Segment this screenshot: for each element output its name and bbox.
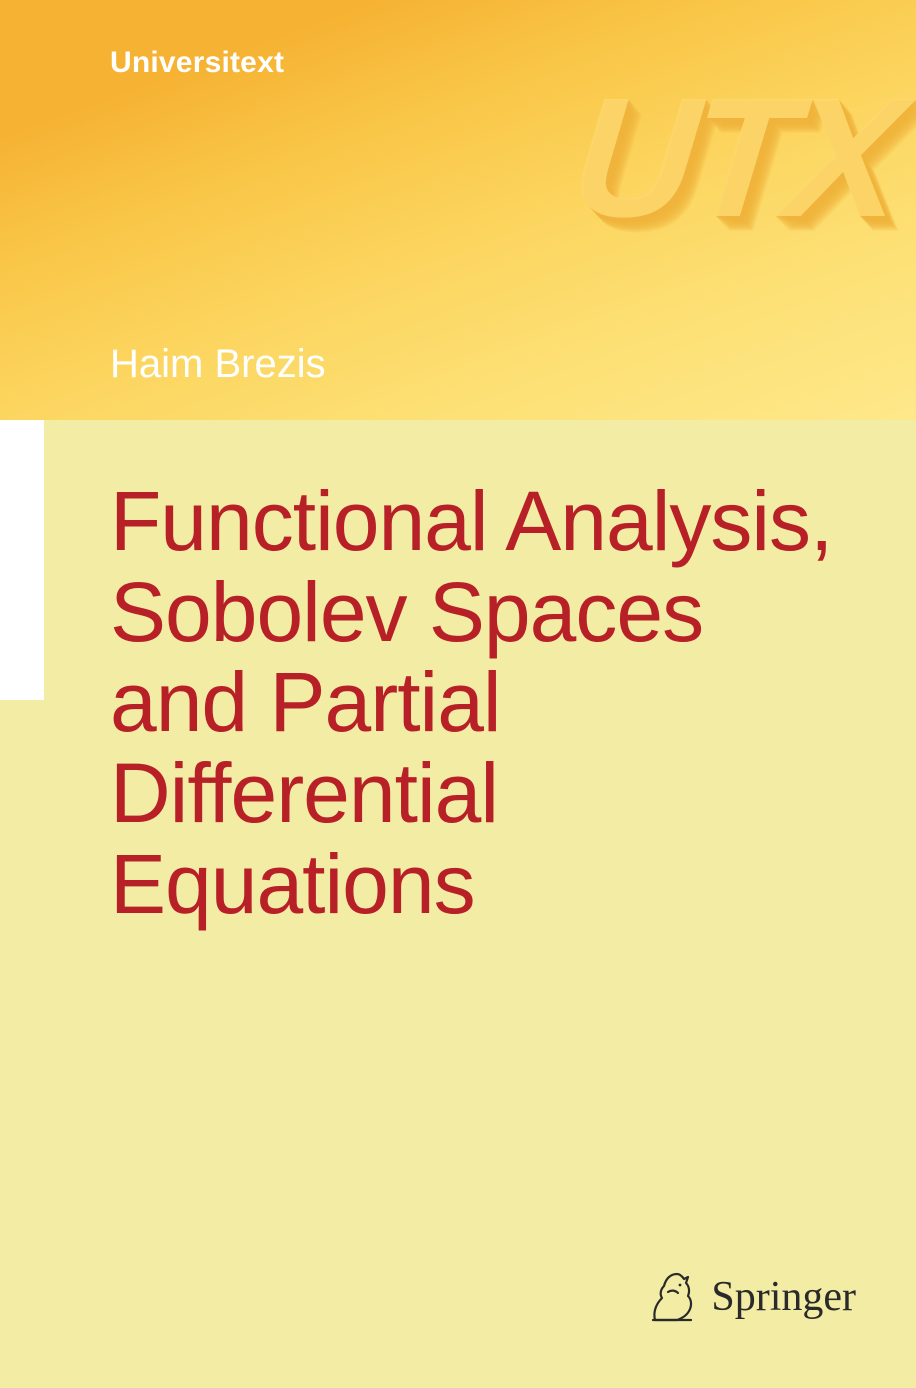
title-line: Sobolev Spaces [110,567,832,658]
title-line: and Partial [110,657,832,748]
title-line: Equations [110,839,832,930]
author-name: Haim Brezis [110,342,326,387]
title-line: Functional Analysis, [110,476,832,567]
title-line: Differential [110,748,832,839]
book-cover: UTX Universitext Haim Brezis Functional … [0,0,916,1388]
publisher-name: Springer [711,1273,856,1321]
series-label: Universitext [110,46,284,80]
springer-horse-icon [647,1268,697,1326]
utx-watermark: UTX [564,60,907,256]
publisher-block: Springer [647,1268,856,1326]
top-gradient-band: UTX Universitext Haim Brezis [0,0,916,420]
book-title: Functional Analysis, Sobolev Spaces and … [110,476,832,930]
spine-white-strip [0,420,44,700]
